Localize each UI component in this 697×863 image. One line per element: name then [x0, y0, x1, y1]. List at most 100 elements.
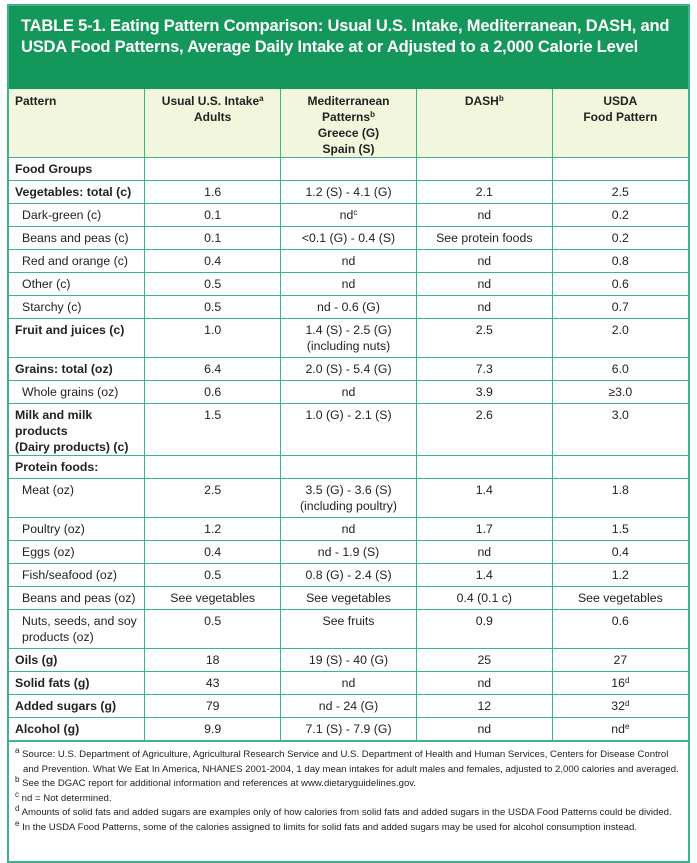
row-label: Fish/seafood (oz) — [9, 563, 146, 587]
table-cell: 0.5 — [144, 295, 282, 319]
table-cell: See fruits — [280, 609, 417, 649]
row-label-text: Food Groups — [15, 162, 93, 176]
table-cell: 1.4 (S) - 2.5 (G) (including nuts) — [280, 318, 417, 358]
header-line: Pattern — [15, 94, 57, 108]
table-cell: nd — [415, 540, 553, 564]
row-label-text: Added sugars (g) — [15, 699, 117, 713]
row-label-text: Meat (oz) — [22, 483, 74, 497]
table-cell: 2.5 — [144, 478, 282, 518]
table-cell: 0.7 — [551, 295, 688, 319]
table-row: Meat (oz) 2.5 3.5 (G) - 3.6 (S) (including … — [9, 478, 688, 518]
cell-value: 2.5 — [204, 483, 222, 497]
table-cell: 2.5 — [415, 318, 553, 358]
table-row: Vegetables: total (c) 1.6 1.2 (S) - 4.1 (G… — [9, 180, 688, 204]
table-cell: 1.2 — [551, 563, 688, 587]
table-cell: See protein foods — [415, 226, 553, 250]
table-cell: 6.4 — [144, 357, 282, 381]
cell-value: 16 — [611, 676, 625, 690]
table-title: TABLE 5-1. Eating Pattern Comparison: Us… — [9, 6, 688, 89]
table-row: Protein foods: — [9, 455, 688, 479]
cell-value: 18 — [205, 653, 220, 667]
cell-value: 6.4 — [204, 362, 222, 376]
footnote-text: nd = Not determined. — [21, 792, 112, 804]
cell-value: 0.1 — [204, 231, 222, 245]
row-label: Dark-green (c) — [9, 203, 146, 227]
cell-value: 1.2 — [611, 568, 629, 582]
table-cell: 19 (S) - 40 (G) — [280, 648, 417, 672]
cell-value: 43 — [205, 676, 220, 690]
table-cell: 0.5 — [144, 563, 282, 587]
table-cell: 18 — [144, 648, 282, 672]
column-header: Pattern — [9, 89, 146, 158]
table-cell: 6.0 — [551, 357, 688, 381]
table-row: Alcohol (g) 9.9 7.1 (S) - 7.9 (G) nd nde — [9, 717, 688, 741]
row-label-text: (Dairy products) (c) — [15, 440, 129, 454]
cell-note: (including nuts) — [306, 339, 391, 353]
header-line: Greece (G) — [317, 126, 380, 140]
table-row: Nuts, seeds, and soy products (oz) 0.5 See … — [9, 609, 688, 649]
row-label-text: Oils (g) — [15, 653, 58, 667]
cell-value: 0.2 — [611, 208, 629, 222]
row-label-text: Red and orange (c) — [22, 254, 128, 268]
cell-value: 0.8 (G) - 2.4 (S) — [305, 568, 392, 582]
row-label-text: Beans and peas (c) — [22, 231, 129, 245]
table-cell: 0.6 — [551, 272, 688, 296]
table-row: Dark-green (c) 0.1 ndc nd 0.2 — [9, 203, 688, 227]
cell-value: nd — [477, 300, 492, 314]
cell-value: 27 — [613, 653, 628, 667]
row-label-text: Grains: total (oz) — [15, 362, 113, 376]
footnote-mark: a — [259, 94, 264, 103]
cell-value: 19 (S) - 40 (G) — [308, 653, 389, 667]
table-cell: 0.2 — [551, 203, 688, 227]
table-row: Other (c) 0.5 nd nd 0.6 — [9, 272, 688, 296]
table-cell: nd — [415, 295, 553, 319]
table-cell: nd — [415, 671, 553, 695]
table-row: Added sugars (g) 79 nd - 24 (G) 12 32d — [9, 694, 688, 718]
row-label-text: Fruit and juices (c) — [15, 323, 125, 337]
footnote-mark: a — [15, 746, 20, 755]
cell-value: nd — [341, 385, 356, 399]
row-label: Beans and peas (c) — [9, 226, 146, 250]
table-cell: 2.6 — [415, 403, 553, 456]
cell-value: nd — [477, 277, 492, 291]
cell-value: 1.4 (S) - 2.5 (G) — [305, 323, 392, 337]
cell-value: 1.5 — [611, 522, 629, 536]
table-cell: nd — [280, 272, 417, 296]
row-label: Beans and peas (oz) — [9, 586, 146, 610]
cell-value: 0.4 — [204, 254, 222, 268]
header-line: Usual U.S. Intake — [161, 94, 260, 108]
cell-value: 2.0 (S) - 5.4 (G) — [305, 362, 392, 376]
footnote-mark: b — [498, 94, 504, 103]
cell-value: 0.1 — [204, 208, 222, 222]
table-row: Milk and milk products (Dairy products) (… — [9, 403, 688, 456]
table-row: Solid fats (g) 43 nd nd 16d — [9, 671, 688, 695]
footnote-mark: b — [15, 775, 20, 784]
cell-value: 2.0 — [611, 323, 629, 337]
table-row: Whole grains (oz) 0.6 nd 3.9 ≥3.0 — [9, 380, 688, 404]
table-cell: 2.0 — [551, 318, 688, 358]
table-cell: 25 — [415, 648, 553, 672]
cell-value: nd — [477, 254, 492, 268]
table-cell: <0.1 (G) - 0.4 (S) — [280, 226, 417, 250]
cell-value: 2.5 — [611, 185, 629, 199]
table-row: Oils (g) 18 19 (S) - 40 (G) 25 27 — [9, 648, 688, 672]
table-row: Grains: total (oz) 6.4 2.0 (S) - 5.4 (G) 7.… — [9, 357, 688, 381]
cell-value: 0.2 — [611, 231, 629, 245]
cell-value: 2.6 — [475, 408, 493, 422]
row-label: Starchy (c) — [9, 295, 146, 319]
table-cell: 0.1 — [144, 203, 282, 227]
cell-value: 3.5 (G) - 3.6 (S) — [305, 483, 392, 497]
cell-value: 0.4 — [611, 545, 629, 559]
cell-value: 1.8 — [611, 483, 629, 497]
cell-value: See fruits — [322, 614, 375, 628]
table-cell: 32d — [551, 694, 688, 718]
cell-value: 1.6 — [204, 185, 222, 199]
table-cell: 1.4 — [415, 563, 553, 587]
header-line: Mediterranean Patterns — [307, 94, 390, 124]
table-cell: 2.0 (S) - 5.4 (G) — [280, 357, 417, 381]
table-cell: nd — [415, 272, 553, 296]
table-row: Food Groups — [9, 157, 688, 181]
row-label-text: Nuts, seeds, and soy — [22, 614, 137, 628]
cell-value: 1.5 — [204, 408, 222, 422]
cell-value: 0.5 — [204, 300, 222, 314]
